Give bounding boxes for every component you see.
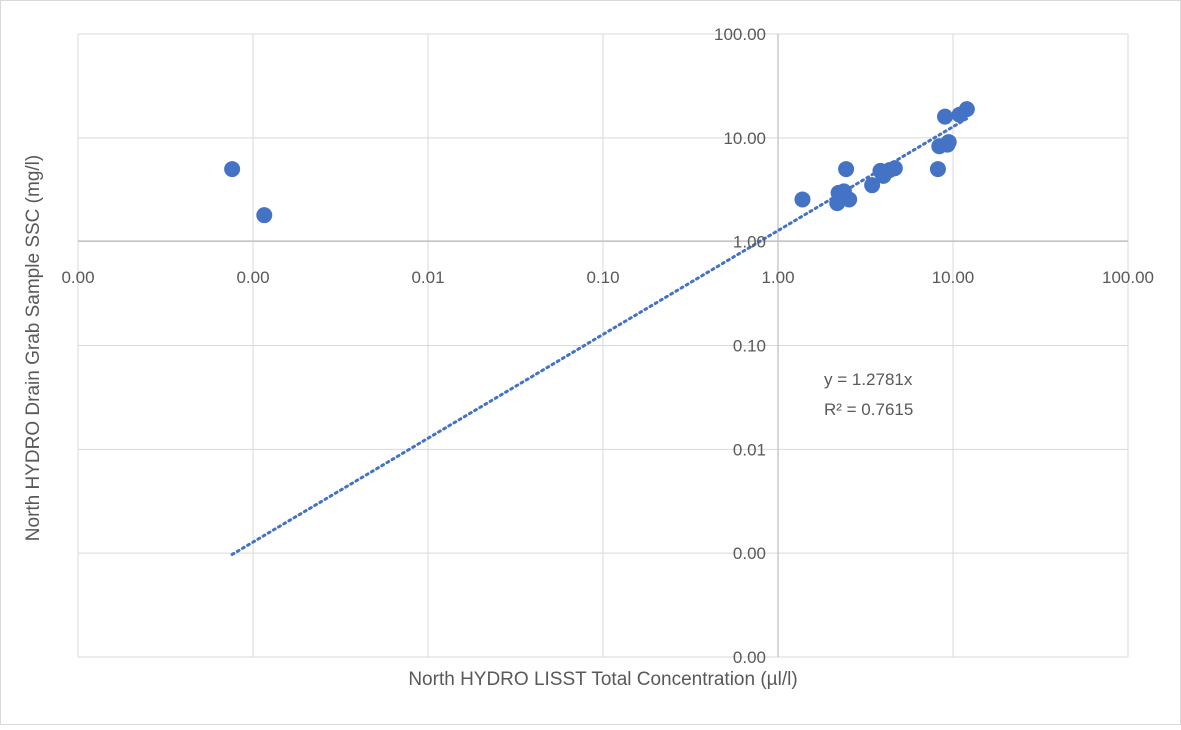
x-tick-label-6: 100.00 [1102, 268, 1154, 287]
data-point-2 [794, 191, 811, 208]
data-point-8 [841, 191, 858, 208]
data-point-14 [886, 160, 903, 177]
y-tick-label-2: 0.01 [733, 440, 766, 459]
trendline-group [230, 117, 969, 556]
x-tick-label-0: 0.00 [61, 268, 94, 287]
data-point-1 [256, 207, 273, 224]
data-point-7 [838, 161, 855, 178]
data-point-15 [929, 161, 946, 178]
axes [78, 34, 1128, 657]
trendline-r-squared: R² = 0.7615 [824, 400, 913, 419]
y-tick-label-6: 100.00 [714, 25, 766, 44]
x-tick-label-5: 10.00 [932, 268, 975, 287]
y-tick-label-0: 0.00 [733, 648, 766, 667]
y-tick-label-4: 1.00 [733, 233, 766, 252]
x-tick-label-2: 0.01 [411, 268, 444, 287]
data-points [224, 101, 975, 224]
data-point-17 [936, 108, 953, 125]
x-axis-title: North HYDRO LISST Total Concentration (µ… [408, 669, 797, 690]
y-axis-title: North HYDRO Drain Grab Sample SSC (mg/l) [23, 155, 44, 541]
tick-labels: 0.00 0.00 0.01 0.10 1.00 10.00 100.00 0.00 0.00 0… [61, 25, 1154, 667]
y-tick-label-5: 10.00 [723, 129, 766, 148]
x-tick-label-4: 1.00 [761, 268, 794, 287]
data-point-9 [864, 177, 881, 194]
y-tick-label-1: 0.00 [733, 544, 766, 563]
x-tick-label-3: 0.10 [586, 268, 619, 287]
data-point-0 [224, 161, 241, 178]
trendline-equation: y = 1.2781x [824, 370, 913, 389]
data-point-21 [958, 101, 975, 118]
data-point-19 [940, 134, 957, 151]
y-tick-label-3: 0.10 [733, 337, 766, 356]
x-tick-label-1: 0.00 [236, 268, 269, 287]
trendline [230, 117, 969, 556]
